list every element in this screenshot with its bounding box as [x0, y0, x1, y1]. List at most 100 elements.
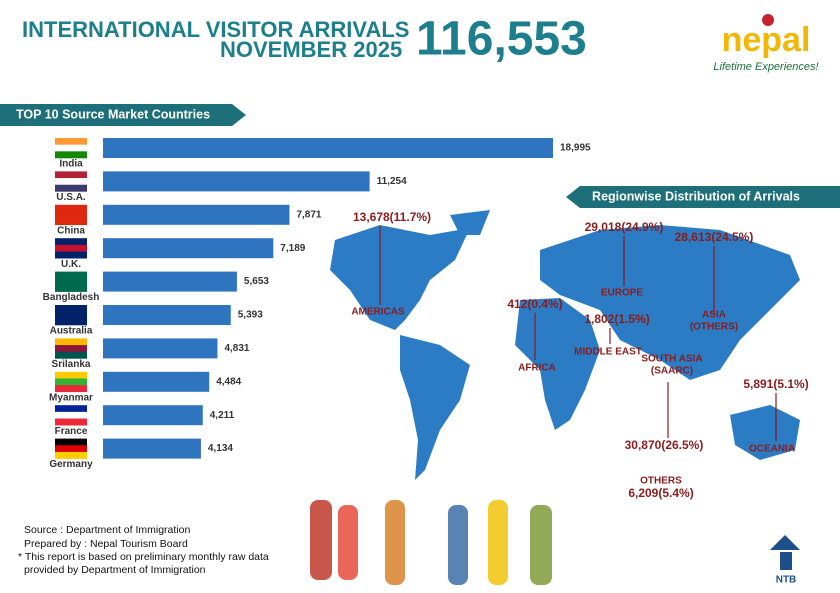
flag: [55, 144, 87, 152]
africa: [515, 298, 600, 430]
flag: [55, 184, 87, 192]
ntb-logo: NTB: [776, 575, 797, 586]
value-label: 4,831: [224, 343, 249, 354]
region-banner: [566, 186, 840, 208]
bar: [103, 305, 231, 325]
region-title: Regionwise Distribution of Arrivals: [592, 189, 800, 203]
disclaimer: * This report is based on preliminary mo…: [18, 551, 269, 563]
flag: [55, 371, 87, 379]
category-label: U.K.: [61, 259, 81, 270]
value-label: 4,484: [216, 376, 241, 387]
region-name: MIDDLE EAST: [574, 347, 642, 358]
total-arrivals: 116,553: [416, 13, 587, 66]
category-label: Myanmar: [49, 392, 93, 403]
title-line1: INTERNATIONAL VISITOR ARRIVALS: [22, 17, 409, 42]
flag: [55, 178, 87, 186]
flag: [55, 411, 87, 419]
flag: [55, 211, 87, 219]
flag: [55, 171, 87, 179]
disclaimer: provided by Department of Immigration: [24, 564, 206, 576]
north-america: [330, 225, 470, 330]
region-name: AMERICAS: [351, 307, 405, 318]
ntb-emblem: [770, 535, 800, 570]
flag: [55, 418, 87, 426]
flag: [55, 451, 87, 459]
flag: [55, 251, 87, 259]
value-label: 4,134: [208, 443, 233, 454]
flag: [55, 271, 87, 279]
category-label: China: [57, 225, 85, 236]
flag: [55, 378, 87, 386]
category-label: U.S.A.: [56, 192, 86, 203]
value-label: 18,995: [560, 143, 591, 154]
greenland: [450, 210, 490, 235]
region-figure: 412(0.4%): [507, 297, 562, 311]
flag: [55, 278, 87, 286]
value-label: 5,393: [238, 310, 263, 321]
prepared-note: Prepared by : Nepal Tourism Board: [24, 538, 188, 550]
flag: [55, 318, 87, 326]
flag: [55, 138, 87, 145]
bar: [103, 138, 553, 158]
chart-banner: [0, 104, 246, 126]
eurasia: [540, 225, 800, 380]
world-map: [330, 210, 800, 480]
region-figure: 28,613(24.5%): [675, 230, 754, 244]
bar: [103, 438, 201, 459]
region-leaders: [379, 226, 777, 441]
flag: [55, 338, 87, 346]
region-figure: 30,870(26.5%): [625, 438, 704, 452]
flag: [55, 305, 87, 312]
value-label: 11,254: [377, 176, 407, 187]
flag: [55, 445, 87, 453]
tagline: Lifetime Experiences!: [713, 61, 818, 73]
chart-title: TOP 10 Source Market Countries: [16, 107, 210, 121]
category-label: India: [59, 159, 83, 170]
region-name: (OTHERS): [690, 322, 738, 333]
logo: nepal: [722, 21, 811, 59]
south-america: [400, 335, 470, 480]
bar: [103, 271, 237, 292]
region-name: (SAARC): [651, 366, 693, 377]
flag: [55, 204, 87, 212]
region-name: ASIA: [702, 310, 726, 321]
region-figure: 5,891(5.1%): [743, 377, 808, 391]
region-figure: 29,018(24.9%): [585, 220, 664, 234]
flag: [55, 351, 87, 359]
value-label: 7,189: [280, 243, 305, 254]
flag: [55, 311, 87, 319]
bar: [103, 204, 290, 225]
flag: [55, 151, 87, 159]
category-label: Bangladesh: [43, 292, 100, 303]
value-label: 4,211: [210, 410, 235, 421]
bar: [103, 405, 203, 426]
region-name: AFRICA: [518, 363, 556, 374]
flag: [55, 284, 87, 292]
region-figure: 6,209(5.4%): [628, 486, 693, 500]
category-label: Germany: [49, 459, 93, 470]
flag: [55, 238, 87, 246]
flag: [55, 345, 87, 353]
region-name: OCEANIA: [749, 444, 795, 455]
title-line2: NOVEMBER 2025: [220, 37, 402, 62]
bar: [103, 171, 370, 192]
flag: [55, 438, 87, 446]
value-label: 5,653: [244, 276, 269, 287]
bar: [103, 338, 218, 359]
bar: [103, 238, 274, 259]
category-label: Srilanka: [52, 359, 91, 370]
flag: [55, 218, 87, 226]
flag: [55, 385, 87, 393]
region-figure: 1,802(1.5%): [584, 312, 649, 326]
flag: [55, 244, 87, 252]
category-label: France: [55, 426, 88, 437]
value-label: 7,871: [296, 209, 321, 220]
source-note: Source : Department of Immigration: [24, 524, 190, 536]
region-name: EUROPE: [601, 288, 644, 299]
flag: [55, 405, 87, 413]
bar: [103, 371, 210, 392]
travelers: [310, 500, 552, 585]
logo-dot: [762, 14, 774, 26]
